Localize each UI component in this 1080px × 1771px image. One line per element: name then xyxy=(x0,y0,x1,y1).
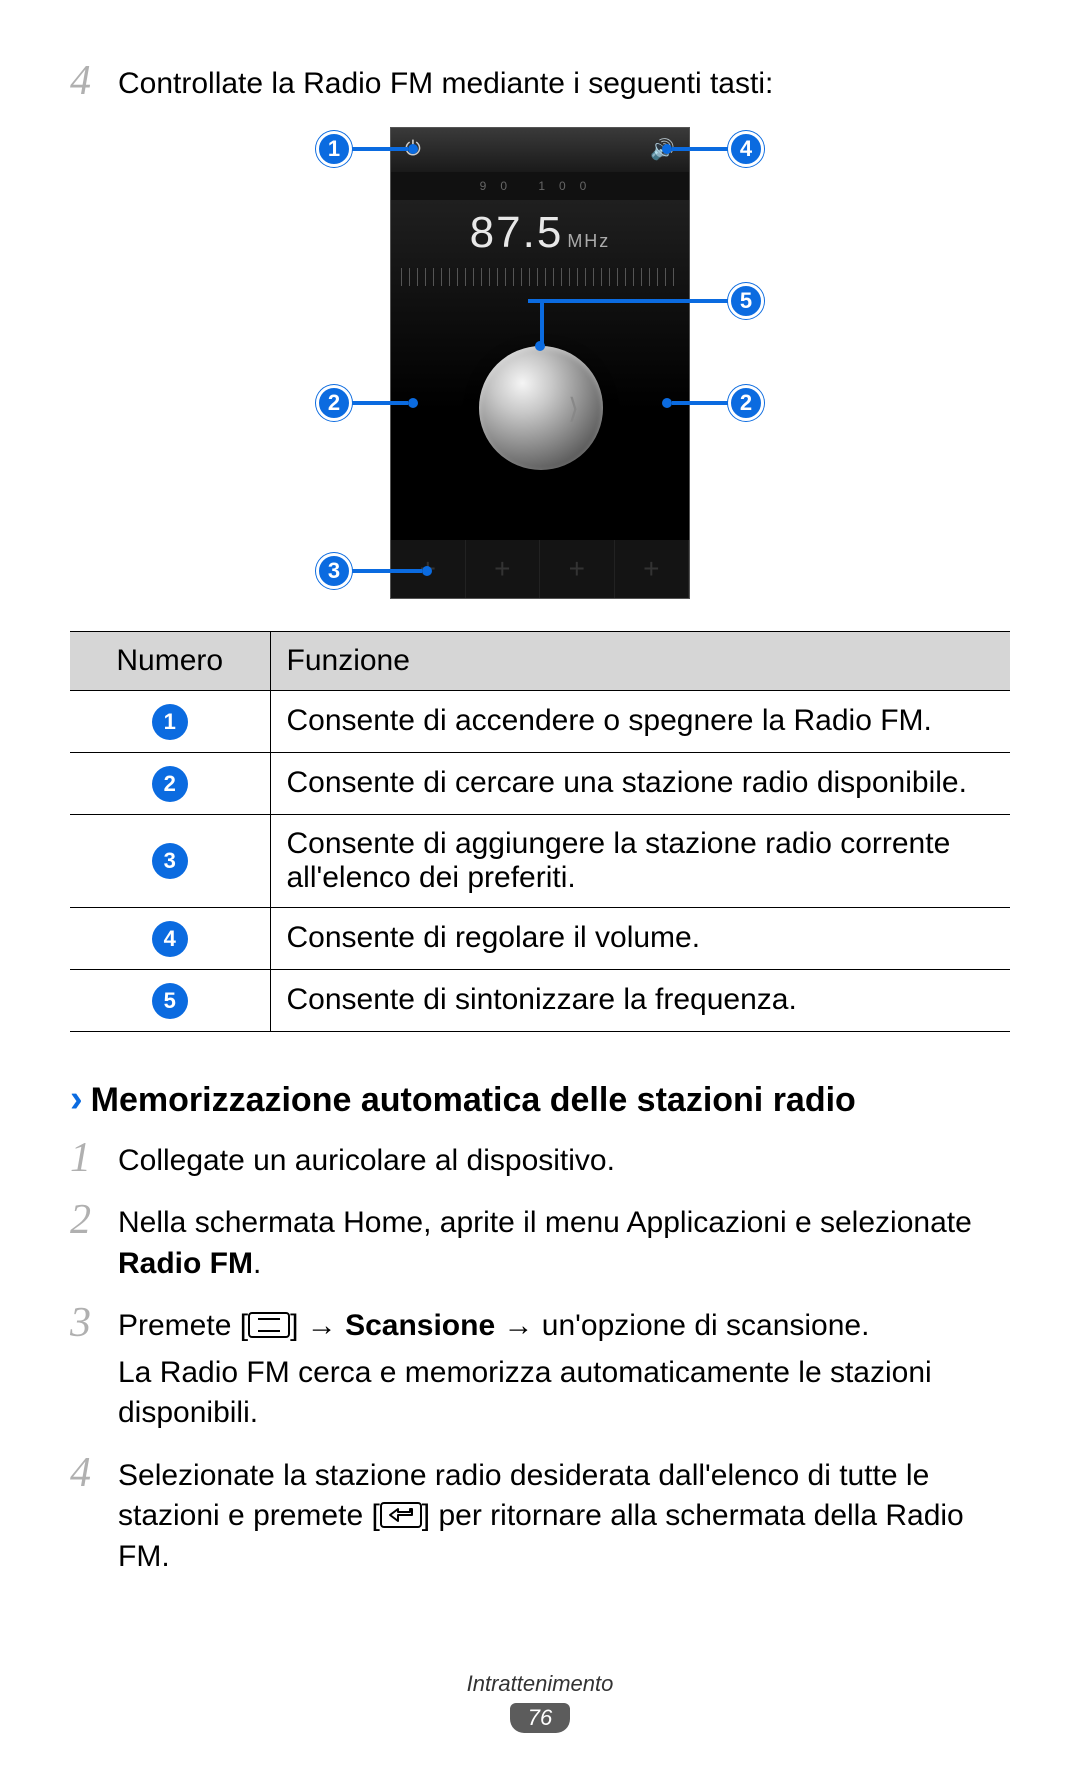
callout-badge: 4 xyxy=(728,131,764,167)
callout-tip xyxy=(662,398,672,408)
cell-function: Consente di regolare il volume. xyxy=(270,907,1010,969)
radio-figure: ⏻ 🔊 90 100 87.5MHz ⟨ ⟩ + + + + 1 xyxy=(70,123,1010,603)
preset-bar: + + + + xyxy=(391,540,689,598)
callout-badge: 2 xyxy=(316,385,352,421)
callout-5: 5 xyxy=(528,283,764,319)
callout-2-right: 2 xyxy=(662,385,764,421)
radio-device: ⏻ 🔊 90 100 87.5MHz ⟨ ⟩ + + + + xyxy=(390,127,690,599)
step-4: 4 Selezionate la stazione radio desidera… xyxy=(70,1452,1010,1578)
tuning-knob xyxy=(479,346,603,470)
text: ] → xyxy=(290,1309,345,1342)
radio-scale: 90 100 xyxy=(391,172,689,200)
cell-function: Consente di sintonizzare la frequenza. xyxy=(270,969,1010,1031)
text: Nella schermata Home, aprite il menu App… xyxy=(118,1206,972,1239)
callout-tip xyxy=(662,144,672,154)
step-text: Controllate la Radio FM mediante i segue… xyxy=(118,60,1010,105)
cell-number: 5 xyxy=(70,969,270,1031)
function-table: Numero Funzione 1 Consente di accendere … xyxy=(70,631,1010,1032)
step-subtext: La Radio FM cerca e memorizza automatica… xyxy=(118,1353,1010,1434)
cell-number: 1 xyxy=(70,690,270,752)
chevron-icon: › xyxy=(70,1078,83,1121)
radio-stage: ⏻ 🔊 90 100 87.5MHz ⟨ ⟩ + + + + 1 xyxy=(300,123,780,603)
intro-step: 4 Controllate la Radio FM mediante i seg… xyxy=(70,60,1010,105)
section-heading: › Memorizzazione automatica delle stazio… xyxy=(70,1078,1010,1121)
radio-frequency: 87.5MHz xyxy=(391,208,689,258)
preset-slot: + xyxy=(466,540,541,598)
menu-key-icon xyxy=(248,1312,290,1338)
page-footer: Intrattenimento 76 xyxy=(0,1671,1080,1733)
callout-1: 1 xyxy=(316,131,418,167)
table-row: 4 Consente di regolare il volume. xyxy=(70,907,1010,969)
table-row: 2 Consente di cercare una stazione radio… xyxy=(70,752,1010,814)
callout-5-tip xyxy=(535,341,545,351)
callout-badge: 1 xyxy=(316,131,352,167)
callout-badge: 2 xyxy=(728,385,764,421)
text: Premete [ xyxy=(118,1309,248,1342)
number-badge: 1 xyxy=(152,704,188,740)
callout-4: 4 xyxy=(662,131,764,167)
step-number: 1 xyxy=(70,1137,118,1179)
back-key-icon xyxy=(380,1502,422,1528)
footer-category: Intrattenimento xyxy=(0,1671,1080,1697)
number-badge: 3 xyxy=(152,843,188,879)
callout-line xyxy=(672,401,728,405)
step-3: 3 Premete [ ] → Scansione → un'opzione di… xyxy=(70,1302,1010,1434)
step-body: Premete [ ] → Scansione → un'opzione di s… xyxy=(118,1302,1010,1434)
callout-badge: 5 xyxy=(728,283,764,319)
cell-function: Consente di aggiungere la stazione radio… xyxy=(270,814,1010,907)
callout-2-left: 2 xyxy=(316,385,418,421)
text: → un'opzione di scansione. xyxy=(495,1309,869,1342)
callout-3: 3 xyxy=(316,553,432,589)
table-row: 1 Consente di accendere o spegnere la Ra… xyxy=(70,690,1010,752)
table-header-row: Numero Funzione xyxy=(70,631,1010,690)
step-2: 2 Nella schermata Home, aprite il menu A… xyxy=(70,1199,1010,1284)
cell-function: Consente di accendere o spegnere la Radi… xyxy=(270,690,1010,752)
page-number-badge: 76 xyxy=(510,1703,570,1733)
freq-unit: MHz xyxy=(567,231,610,251)
bold-text: Radio FM xyxy=(118,1247,253,1280)
callout-line xyxy=(528,299,728,303)
radio-topbar: ⏻ 🔊 xyxy=(391,128,689,172)
step-number: 4 xyxy=(70,60,118,102)
th-function: Funzione xyxy=(270,631,1010,690)
step-number: 3 xyxy=(70,1302,118,1344)
callout-line xyxy=(352,569,422,573)
number-badge: 2 xyxy=(152,766,188,802)
step-body: Nella schermata Home, aprite il menu App… xyxy=(118,1199,1010,1284)
cell-number: 4 xyxy=(70,907,270,969)
step-number: 4 xyxy=(70,1452,118,1494)
table-row: 3 Consente di aggiungere la stazione rad… xyxy=(70,814,1010,907)
number-badge: 5 xyxy=(152,983,188,1019)
text: . xyxy=(253,1247,261,1280)
step-number: 2 xyxy=(70,1199,118,1241)
callout-tip xyxy=(408,398,418,408)
freq-value: 87.5 xyxy=(470,208,564,257)
seek-right-icon: ⟩ xyxy=(568,392,579,425)
preset-slot: + xyxy=(540,540,615,598)
cell-number: 3 xyxy=(70,814,270,907)
callout-badge: 3 xyxy=(316,553,352,589)
step-body: Collegate un auricolare al dispositivo. xyxy=(118,1137,1010,1182)
section-title: Memorizzazione automatica delle stazioni… xyxy=(91,1081,856,1120)
preset-slot: + xyxy=(615,540,690,598)
callout-line xyxy=(352,401,408,405)
cell-function: Consente di cercare una stazione radio d… xyxy=(270,752,1010,814)
bold-text: Scansione xyxy=(345,1309,495,1342)
callout-tip xyxy=(422,566,432,576)
callout-line xyxy=(672,147,728,151)
step-1: 1 Collegate un auricolare al dispositivo… xyxy=(70,1137,1010,1182)
step-body: Selezionate la stazione radio desiderata… xyxy=(118,1452,1010,1578)
number-badge: 4 xyxy=(152,921,188,957)
cell-number: 2 xyxy=(70,752,270,814)
callout-5-vline xyxy=(540,301,544,345)
callout-tip xyxy=(408,144,418,154)
th-number: Numero xyxy=(70,631,270,690)
callout-line xyxy=(352,147,408,151)
table-row: 5 Consente di sintonizzare la frequenza. xyxy=(70,969,1010,1031)
